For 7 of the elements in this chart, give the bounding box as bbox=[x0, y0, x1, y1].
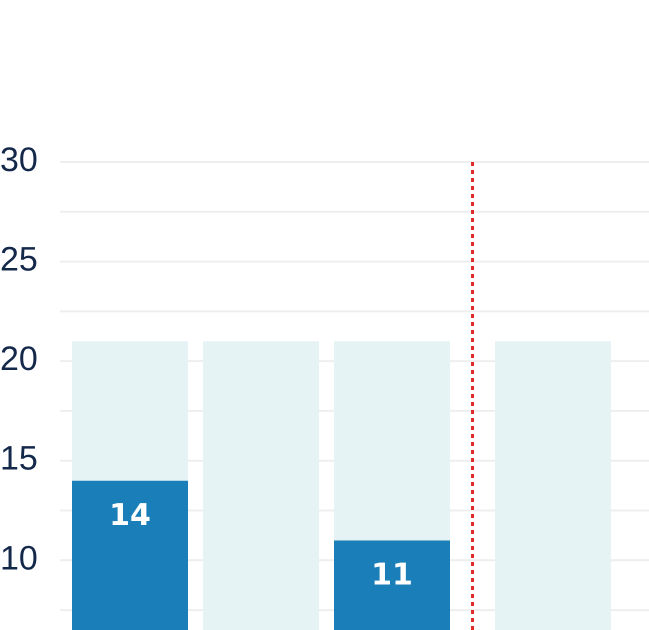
y-tick-label: 15 bbox=[0, 440, 38, 478]
y-tick-label: 25 bbox=[0, 240, 38, 279]
y-tick-label: 30 bbox=[0, 140, 38, 179]
y-tick-label: 10 bbox=[0, 539, 38, 578]
data-label: 14 bbox=[109, 498, 151, 533]
y-tick-label: 20 bbox=[0, 340, 38, 378]
data-label: 11 bbox=[371, 558, 413, 593]
